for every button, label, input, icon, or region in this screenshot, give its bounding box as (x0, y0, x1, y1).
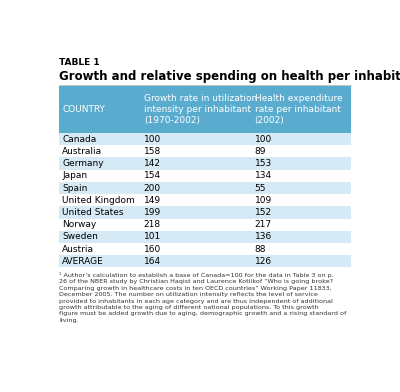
Bar (59, 231, 351, 243)
Bar (59, 86, 351, 133)
Bar (59, 133, 351, 145)
Bar (59, 170, 351, 182)
Text: United States: United States (62, 208, 124, 217)
Text: Norway: Norway (62, 220, 96, 229)
Text: 200: 200 (144, 183, 161, 192)
Text: 142: 142 (144, 159, 161, 168)
Text: 101: 101 (144, 232, 161, 241)
Bar (59, 145, 351, 158)
Text: Growth and relative spending on health per inhabitant¹: Growth and relative spending on health p… (59, 70, 400, 83)
Text: 154: 154 (144, 171, 161, 180)
Text: 136: 136 (254, 232, 272, 241)
Text: Japan: Japan (62, 171, 87, 180)
Text: 218: 218 (144, 220, 161, 229)
Text: 153: 153 (254, 159, 272, 168)
Text: 134: 134 (254, 171, 272, 180)
Text: 158: 158 (144, 147, 161, 156)
Text: TABLE 1: TABLE 1 (59, 58, 100, 67)
Text: Spain: Spain (62, 183, 88, 192)
Text: Australia: Australia (62, 147, 102, 156)
Text: United Kingdom: United Kingdom (62, 196, 135, 205)
Bar (59, 206, 351, 219)
Bar (59, 194, 351, 206)
Text: Germany: Germany (62, 159, 104, 168)
Text: AVERAGE: AVERAGE (62, 257, 104, 266)
Text: 160: 160 (144, 245, 161, 254)
Text: 217: 217 (254, 220, 272, 229)
Bar (59, 219, 351, 231)
Text: 149: 149 (144, 196, 161, 205)
Text: 152: 152 (254, 208, 272, 217)
Text: ¹ Author’s calculation to establish a base of Canada=100 for the data in Table 3: ¹ Author’s calculation to establish a ba… (59, 272, 347, 323)
Text: Health expenditure
rate per inhabitant
(2002): Health expenditure rate per inhabitant (… (254, 94, 342, 125)
Text: 88: 88 (254, 245, 266, 254)
Bar (59, 255, 351, 267)
Text: Sweden: Sweden (62, 232, 98, 241)
Bar (59, 182, 351, 194)
Text: 199: 199 (144, 208, 161, 217)
Text: 100: 100 (144, 135, 161, 144)
Text: 164: 164 (144, 257, 161, 266)
Bar (59, 243, 351, 255)
Text: 89: 89 (254, 147, 266, 156)
Text: 55: 55 (254, 183, 266, 192)
Text: 109: 109 (254, 196, 272, 205)
Text: 126: 126 (254, 257, 272, 266)
Bar (59, 158, 351, 170)
Text: Canada: Canada (62, 135, 96, 144)
Text: Growth rate in utilization
intensity per inhabitant
(1970-2002): Growth rate in utilization intensity per… (144, 94, 257, 125)
Text: COUNTRY: COUNTRY (62, 105, 105, 114)
Text: Austria: Austria (62, 245, 94, 254)
Text: 100: 100 (254, 135, 272, 144)
